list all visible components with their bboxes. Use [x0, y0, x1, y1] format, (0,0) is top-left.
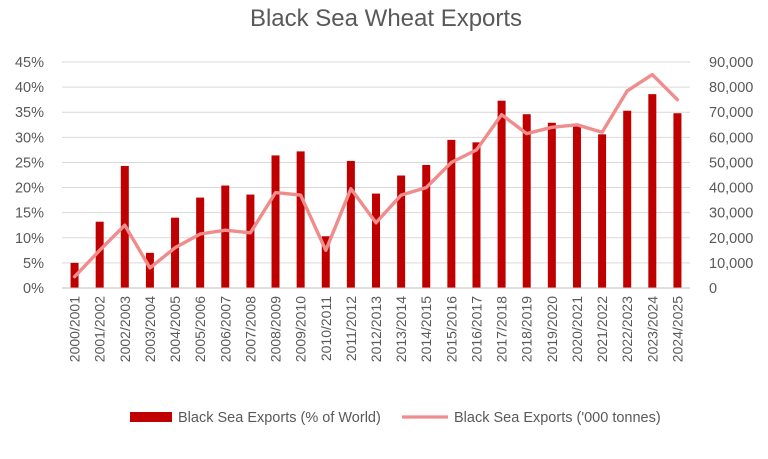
- line-series: [72, 72, 680, 279]
- bar: [422, 164, 431, 288]
- y-right-tick-label: 90,000: [709, 55, 753, 71]
- x-tick-label: 2022/2023: [619, 296, 635, 362]
- x-tick-label: 2011/2012: [343, 296, 359, 361]
- bar: [472, 142, 481, 288]
- x-tick-label: 2010/2011: [318, 296, 334, 361]
- x-tick-label: 2005/2006: [192, 296, 208, 362]
- legend-swatch-bars: [130, 412, 172, 422]
- y-left-tick-label: 10%: [15, 231, 44, 247]
- bar: [598, 134, 607, 288]
- y-left-tick-label: 20%: [15, 181, 44, 197]
- x-tick-label: 2019/2020: [544, 296, 560, 362]
- bar: [372, 193, 380, 288]
- y-right-tick-label: 70,000: [709, 105, 753, 121]
- x-tick-label: 2004/2005: [167, 296, 183, 362]
- x-tick-label: 2021/2022: [594, 296, 610, 362]
- x-tick-label: 2018/2019: [519, 296, 535, 362]
- y-left-tick-label: 25%: [15, 155, 44, 171]
- y-right-tick-label: 20,000: [709, 231, 753, 247]
- x-tick-label: 2001/2002: [92, 296, 108, 362]
- bar: [673, 113, 682, 288]
- bar: [572, 125, 581, 288]
- x-tick-label: 2000/2001: [67, 296, 83, 362]
- x-tick-label: 2023/2024: [644, 296, 660, 362]
- x-tick-label: 2013/2014: [393, 296, 409, 362]
- bar: [397, 175, 406, 288]
- y-left-tick-label: 30%: [15, 130, 44, 146]
- x-tick-label: 2015/2016: [443, 296, 459, 362]
- x-tick-label: 2009/2010: [293, 296, 309, 362]
- y-right-tick-label: 40,000: [709, 181, 753, 197]
- x-axis: 2000/2001 2001/2002 2002/2003 2003/2004 2004…: [62, 287, 690, 362]
- y-right-tick-label: 80,000: [709, 80, 753, 96]
- x-tick-label: 2020/2021: [569, 296, 585, 362]
- y-left-tick-label: 15%: [15, 206, 44, 222]
- y-right-tick-label: 60,000: [709, 130, 753, 146]
- x-tick-label: 2002/2003: [117, 296, 133, 362]
- bar: [271, 155, 280, 288]
- y-right-tick-label: 50,000: [709, 155, 753, 171]
- y-right-tick-label: 0: [709, 281, 717, 297]
- line-path: [72, 72, 680, 279]
- bar: [296, 151, 305, 288]
- bar: [196, 197, 205, 288]
- bar: [346, 160, 355, 288]
- chart-title: Black Sea Wheat Exports: [250, 5, 522, 32]
- x-tick-label: 2007/2008: [242, 296, 258, 362]
- y-right-tick-label: 30,000: [709, 206, 753, 222]
- y-left-tick-label: 5%: [23, 256, 44, 272]
- y-left-tick-label: 40%: [15, 80, 44, 96]
- bar: [95, 221, 104, 288]
- bar: [447, 139, 456, 288]
- left-axis: 0% 5% 10% 15% 20% 25% 30% 35% 40% 45%: [15, 55, 44, 297]
- legend-label-bars: Black Sea Exports (% of World): [178, 410, 381, 426]
- bar: [321, 236, 330, 288]
- x-tick-label: 2017/2018: [494, 296, 510, 362]
- bar: [246, 194, 255, 288]
- x-tick-label: 2014/2015: [418, 296, 434, 362]
- y-left-tick-label: 0%: [23, 281, 44, 297]
- bar: [171, 217, 180, 288]
- x-tick-label: 2024/2025: [669, 296, 685, 362]
- bar: [497, 100, 506, 288]
- bar: [145, 252, 154, 288]
- x-tick-label: 2006/2007: [217, 296, 233, 362]
- x-tick-label: 2003/2004: [142, 296, 158, 362]
- x-tick-label: 2012/2013: [368, 296, 384, 362]
- y-left-tick-label: 35%: [15, 105, 44, 121]
- legend: Black Sea Exports (% of World) Black Sea…: [130, 410, 661, 426]
- legend-label-line: Black Sea Exports ('000 tonnes): [454, 410, 661, 426]
- y-right-tick-label: 10,000: [709, 256, 753, 272]
- bar: [648, 94, 657, 289]
- bar: [623, 110, 632, 289]
- y-left-tick-label: 45%: [15, 55, 44, 71]
- bar: [522, 114, 531, 288]
- right-axis: 0 10,000 20,000 30,000 40,000 50,000 60,000 70,…: [709, 55, 753, 297]
- x-tick-label: 2016/2017: [468, 296, 484, 362]
- bar: [547, 122, 556, 288]
- bar: [221, 185, 230, 288]
- x-tick-label: 2008/2009: [268, 296, 284, 362]
